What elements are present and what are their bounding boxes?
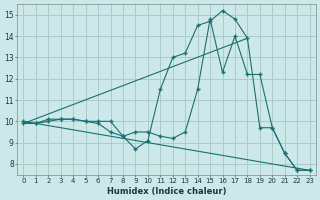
X-axis label: Humidex (Indice chaleur): Humidex (Indice chaleur) (107, 187, 226, 196)
